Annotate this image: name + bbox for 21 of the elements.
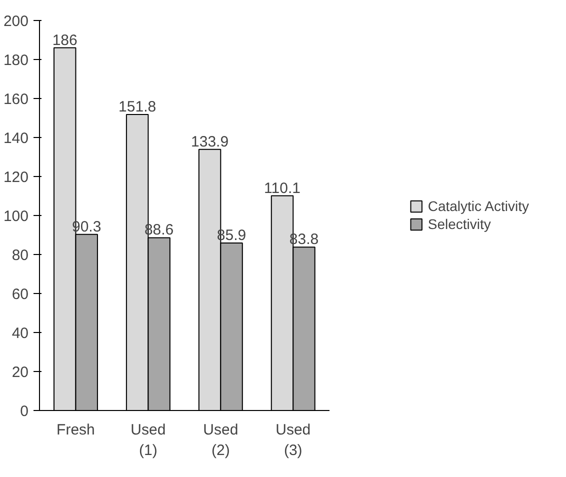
legend-label: Catalytic Activity — [428, 198, 529, 214]
y-tick-label: 20 — [12, 364, 29, 381]
data-label: 110.1 — [264, 180, 300, 197]
y-tick-label: 60 — [12, 286, 29, 303]
y-tick-label: 0 — [20, 403, 28, 420]
y-tick-label: 40 — [12, 325, 29, 342]
y-tick-label: 100 — [3, 208, 29, 225]
data-label: 133.9 — [191, 133, 229, 150]
y-tick-label: 180 — [3, 52, 29, 69]
y-tick-label: 160 — [3, 91, 29, 108]
x-tick-label: Used (2) — [203, 422, 238, 459]
legend-label: Selectivity — [428, 216, 491, 232]
x-tick-label: Used (1) — [130, 422, 166, 459]
x-tick-label: Used (3) — [276, 422, 311, 459]
y-tick-label: 200 — [3, 13, 29, 30]
data-label: 186 — [52, 32, 78, 49]
x-tick-label: Fresh — [56, 422, 95, 438]
y-tick-label: 140 — [3, 130, 29, 147]
y-tick-label: 80 — [12, 247, 29, 264]
y-tick-label: 120 — [3, 169, 29, 186]
data-label: 151.8 — [118, 98, 156, 116]
